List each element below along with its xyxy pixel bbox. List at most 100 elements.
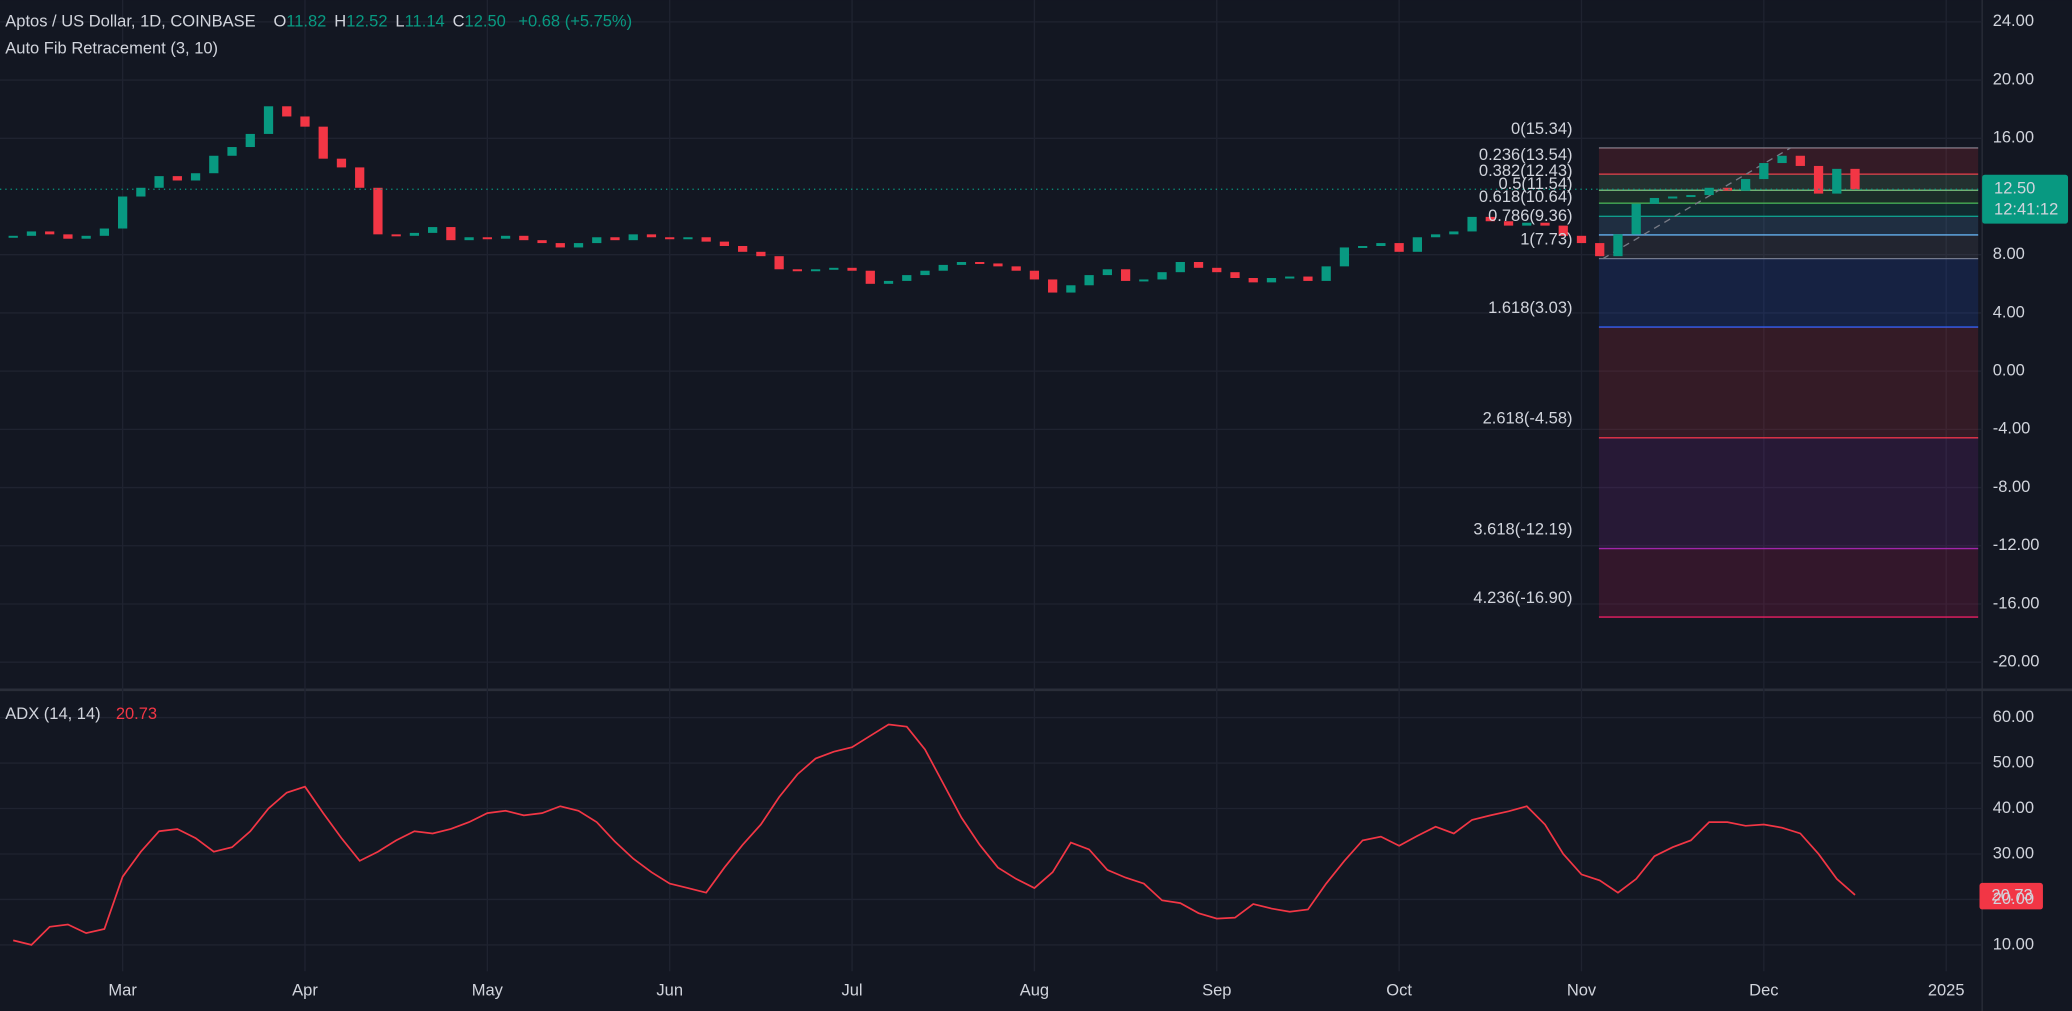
candle <box>446 227 456 241</box>
candle <box>99 228 110 236</box>
ohlc-key: H <box>334 13 346 31</box>
candle <box>1394 243 1404 252</box>
y-tick-label: 0.00 <box>1993 362 2025 380</box>
candle <box>865 270 875 284</box>
candle <box>428 227 438 233</box>
candle <box>373 187 383 235</box>
fib-zone <box>1598 234 1979 259</box>
candle <box>646 234 657 238</box>
y-tick-label: 60.00 <box>1993 708 2034 726</box>
fib-zone <box>1598 147 1979 175</box>
ohlc-key: O <box>273 13 286 31</box>
candle <box>1102 269 1112 276</box>
candle <box>1175 261 1185 273</box>
y-tick-label: 4.00 <box>1993 303 2025 321</box>
y-tick-label: 10.00 <box>1993 935 2034 953</box>
candle <box>409 232 420 236</box>
candle <box>1248 278 1258 283</box>
fib-label: 0.618(10.64) <box>1479 188 1573 206</box>
candle <box>1048 279 1058 293</box>
candle <box>1029 270 1040 280</box>
adx-title: ADX (14, 14) <box>5 705 100 723</box>
fib-zone <box>1598 548 1979 618</box>
fib-label: 0.382(12.43) <box>1479 162 1573 180</box>
candle <box>792 269 802 272</box>
candle <box>1686 195 1696 198</box>
ohlc-key: L <box>395 13 404 31</box>
candle <box>245 133 255 148</box>
candle <box>1066 285 1076 293</box>
ohlc-value: 11.82 <box>286 13 326 31</box>
ohlc-value: 11.14 <box>405 13 445 31</box>
candle <box>300 116 310 127</box>
candle <box>555 243 565 248</box>
y-tick-label: -4.00 <box>1993 420 2031 438</box>
fib-label: 1(7.73) <box>1520 231 1572 249</box>
candle <box>1358 245 1368 248</box>
x-tick-label: Mar <box>108 981 137 999</box>
price-tag <box>1982 174 2069 224</box>
y-tick-label: 16.00 <box>1993 129 2034 147</box>
y-tick-label: 20.00 <box>1993 70 2034 88</box>
candle <box>1449 231 1459 235</box>
candle <box>1759 163 1769 180</box>
candle <box>993 263 1003 267</box>
candle <box>1193 261 1204 268</box>
price-tag-label: 12.50 <box>1994 180 2035 198</box>
fib-zone <box>1598 203 1979 217</box>
candle <box>1011 266 1021 271</box>
candle <box>1522 222 1532 226</box>
candle <box>920 270 930 276</box>
marks <box>0 106 2069 946</box>
candle <box>519 235 529 241</box>
y-tick-label: -8.00 <box>1993 478 2031 496</box>
candle <box>774 256 784 270</box>
candle <box>1832 168 1842 194</box>
fib-zone <box>1598 174 1979 191</box>
value-tag <box>1979 882 2043 910</box>
y-tick-label: 50.00 <box>1993 753 2034 771</box>
candle <box>1631 203 1641 235</box>
candle <box>26 231 37 236</box>
fib-zone <box>1598 327 1979 438</box>
candle <box>738 245 748 252</box>
candle <box>1230 272 1240 279</box>
x-tick-label: Sep <box>1202 981 1231 999</box>
candle <box>1212 267 1222 273</box>
candle <box>1777 155 1787 164</box>
candle <box>172 176 182 181</box>
x-tick-label: Dec <box>1749 981 1778 999</box>
candle <box>1576 235 1587 244</box>
x-tick-label: Oct <box>1386 981 1412 999</box>
x-tick-label: Apr <box>292 981 318 999</box>
x-tick-label: Aug <box>1020 981 1049 999</box>
candle <box>1266 278 1277 283</box>
value-tag-label: 20.73 <box>1991 886 2032 904</box>
candle <box>8 235 18 238</box>
adx-line <box>13 723 1856 946</box>
candle <box>282 106 292 117</box>
candle <box>1540 222 1550 226</box>
candle <box>1503 221 1514 226</box>
fib-zone <box>1598 437 1979 549</box>
adx-value: 20.73 <box>116 705 157 723</box>
candle <box>719 241 730 246</box>
symbol-title: Aptos / US Dollar, 1D, COINBASE <box>5 13 255 31</box>
candle <box>355 167 365 188</box>
candle <box>829 267 839 270</box>
candle <box>63 234 73 239</box>
candle <box>1139 279 1149 282</box>
fib-zone <box>1598 216 1979 235</box>
candle <box>1120 269 1131 281</box>
x-tick-label: Nov <box>1567 981 1597 999</box>
candle <box>1339 247 1350 267</box>
header: Aptos / US Dollar, 1D, COINBASE O11.82 H 1… <box>5 13 632 31</box>
indicator-title: Auto Fib Retracement (3, 10) <box>5 39 218 57</box>
candle <box>1376 243 1386 246</box>
candle <box>391 234 401 237</box>
candle <box>154 176 164 188</box>
fib-zone <box>1598 190 1979 204</box>
candle <box>610 237 620 241</box>
candle <box>1613 234 1623 257</box>
candle <box>573 243 584 248</box>
